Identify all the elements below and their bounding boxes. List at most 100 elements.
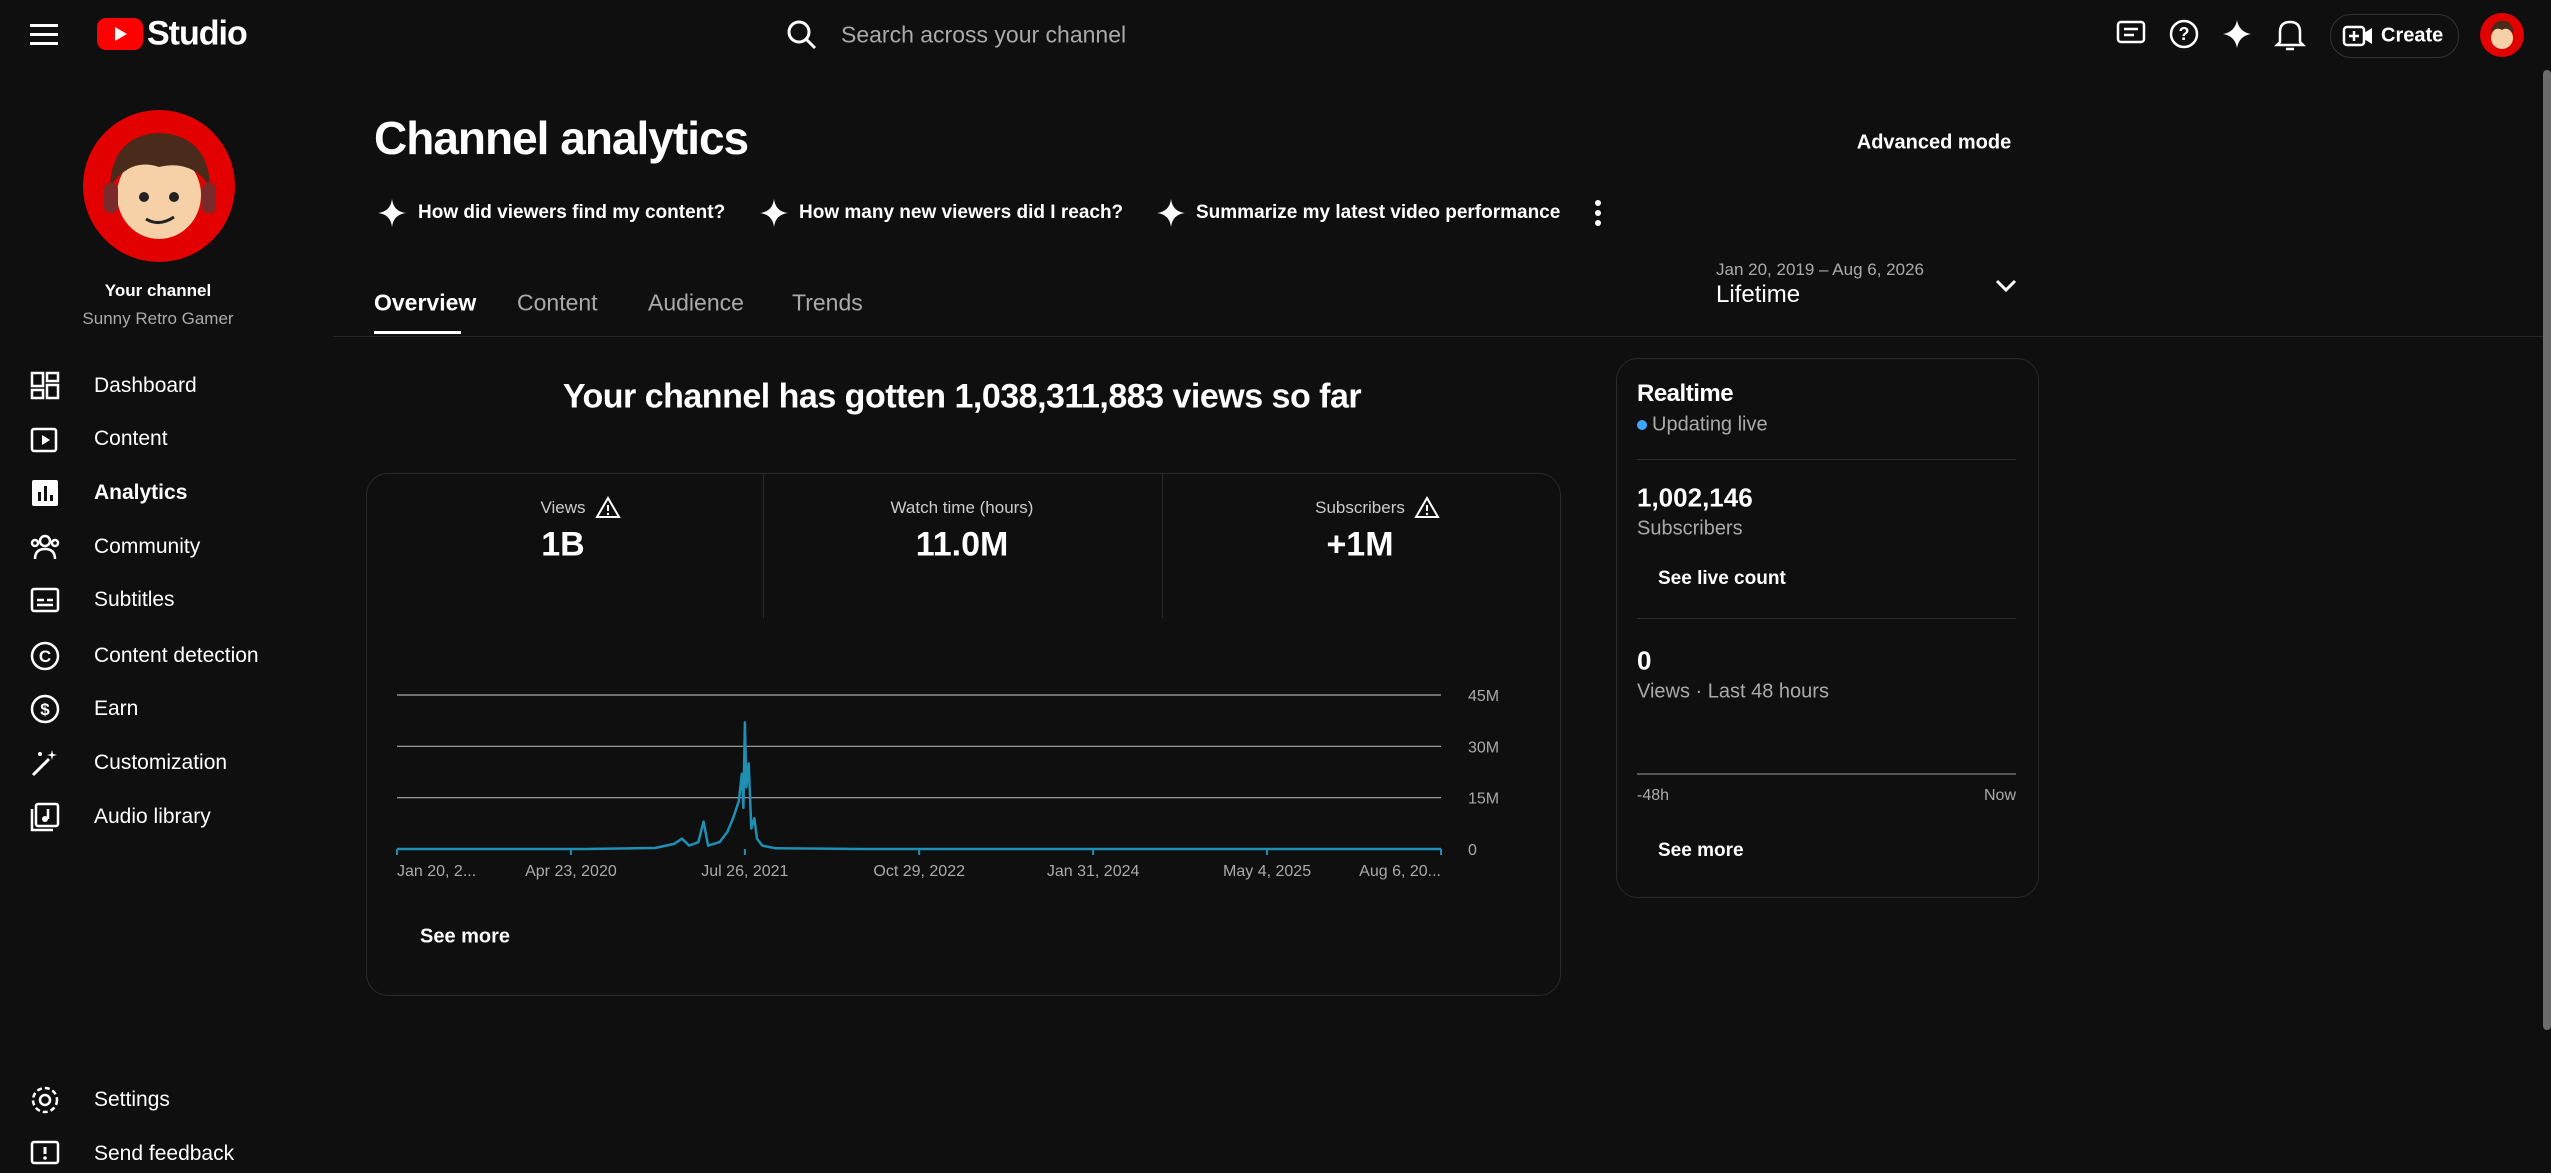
metric-divider: [1162, 473, 1163, 618]
date-range: Jan 20, 2019 – Aug 6, 2026: [1716, 260, 1924, 279]
tab[interactable]: Audience: [648, 289, 744, 316]
logo-icon[interactable]: [97, 18, 143, 50]
logo-text[interactable]: Studio: [147, 14, 248, 53]
x-tick-label: Oct 29, 2022: [873, 863, 965, 880]
scrollbar[interactable]: [2543, 70, 2551, 1030]
tab[interactable]: Overview: [374, 289, 477, 316]
nav-icon: $: [30, 694, 60, 724]
x-tick-label: Jan 31, 2024: [1047, 863, 1140, 880]
period-dropdown[interactable]: [1994, 278, 2018, 294]
nav-icon: [30, 587, 60, 613]
feedback-icon[interactable]: [2116, 19, 2148, 49]
create-button[interactable]: Create: [2330, 14, 2459, 58]
account-avatar[interactable]: [2479, 12, 2525, 58]
tab[interactable]: Content: [517, 289, 598, 316]
views-count: 0: [1637, 645, 1652, 676]
nav-item[interactable]: Analytics: [94, 481, 188, 504]
views-chart: 0 15M 30M 45M Jan 20, 2... Apr 23, 2020 Jul 26…: [396, 688, 1499, 880]
nav-icon: [31, 750, 57, 777]
realtime-axis-end: Now: [1983, 787, 2016, 804]
realtime-see-more[interactable]: See more: [1658, 840, 1744, 861]
headline: Your channel has gotten 1,038,311,883 vi…: [562, 377, 1362, 416]
nav-icon: [30, 427, 58, 453]
realtime-card: [1616, 358, 2039, 898]
period[interactable]: Lifetime: [1716, 281, 1801, 308]
nav-item[interactable]: Community: [94, 535, 201, 558]
help-icon[interactable]: ?: [2169, 19, 2201, 51]
metric-divider: [763, 473, 764, 618]
nav-icon: [30, 534, 60, 560]
x-tick-label: Apr 23, 2020: [525, 863, 617, 880]
sparkle-icon: [1157, 199, 1185, 227]
page-title: Channel analytics: [374, 112, 749, 164]
nav-icon: [31, 1086, 59, 1114]
search-input[interactable]: Search across your channel: [841, 21, 1127, 48]
suggestion-chip[interactable]: Summarize my latest video performance: [1196, 202, 1561, 223]
channel-avatar[interactable]: [82, 109, 236, 263]
divider: [1637, 459, 2016, 460]
suggestion-chip[interactable]: How many new viewers did I reach?: [799, 202, 1124, 223]
metric-value: 11.0M: [915, 525, 1009, 564]
nav-icon: C: [30, 641, 60, 671]
nav-item[interactable]: Earn: [94, 697, 139, 720]
tab[interactable]: Trends: [792, 289, 863, 316]
channel-name: Sunny Retro Gamer: [82, 309, 234, 328]
sparkle-icon: [760, 199, 788, 227]
more-icon[interactable]: [1590, 199, 1606, 227]
realtime-title: Realtime: [1637, 380, 1734, 407]
warning-icon: [1414, 496, 1440, 518]
tab-underline: [374, 331, 461, 334]
see-more-button[interactable]: See more: [420, 925, 511, 948]
y-tick-label: 30M: [1468, 739, 1499, 756]
nav-item[interactable]: Settings: [94, 1088, 170, 1111]
divider: [333, 336, 2543, 337]
metric-label: Views: [540, 498, 586, 517]
x-tick-label: Jan 20, 2...: [397, 863, 476, 880]
x-tick-label: Aug 6, 20...: [1359, 863, 1441, 880]
nav-icon: [30, 1140, 60, 1165]
nav-icon: [30, 371, 60, 400]
realtime-axis: [1637, 773, 2016, 775]
metric-value: 1B: [541, 525, 585, 564]
metric-label: Subscribers: [1315, 498, 1405, 517]
live-dot: [1637, 420, 1647, 430]
nav-item[interactable]: Dashboard: [94, 374, 197, 397]
nav-item[interactable]: Send feedback: [94, 1142, 235, 1165]
sparkle-icon[interactable]: [2222, 19, 2254, 51]
suggestion-chip[interactable]: How did viewers find my content?: [418, 202, 726, 223]
overview-card: [366, 473, 1561, 996]
y-tick-label: 15M: [1468, 791, 1499, 808]
svg-text:$: $: [40, 700, 50, 719]
svg-text:C: C: [39, 647, 51, 666]
metric-label: Watch time (hours): [890, 498, 1034, 517]
x-tick-label: May 4, 2025: [1223, 863, 1311, 880]
channel-label: Your channel: [104, 281, 212, 300]
nav-item[interactable]: Subtitles: [94, 588, 175, 611]
nav-item[interactable]: Audio library: [94, 805, 211, 828]
divider: [1637, 618, 2016, 619]
menu-icon[interactable]: [30, 22, 60, 46]
data-line: [397, 721, 1441, 851]
realtime-axis-start: -48h: [1637, 787, 1670, 804]
nav-item[interactable]: Content detection: [94, 644, 259, 667]
views-label: Views · Last 48 hours: [1637, 680, 1829, 703]
nav-icon: [30, 802, 60, 832]
x-tick-label: Jul 26, 2021: [701, 863, 788, 880]
subscriber-label: Subscribers: [1637, 517, 1743, 540]
nav-item[interactable]: Customization: [94, 751, 228, 774]
create-icon: [2342, 25, 2372, 47]
nav-item[interactable]: Content: [94, 427, 168, 450]
search-icon[interactable]: [786, 19, 818, 51]
live-count-button[interactable]: See live count: [1658, 568, 1786, 589]
y-tick-label: 0: [1468, 842, 1477, 859]
y-tick-label: 45M: [1468, 688, 1499, 705]
notifications-icon[interactable]: [2273, 18, 2307, 52]
create-label: Create: [2381, 24, 2444, 47]
nav-icon: [32, 480, 58, 506]
advanced-mode-button[interactable]: Advanced mode: [1856, 131, 2012, 154]
realtime-status: Updating live: [1652, 413, 1768, 436]
sparkle-icon: [378, 199, 406, 227]
subscriber-count: 1,002,146: [1637, 482, 1753, 513]
metric-value: +1M: [1326, 525, 1394, 564]
